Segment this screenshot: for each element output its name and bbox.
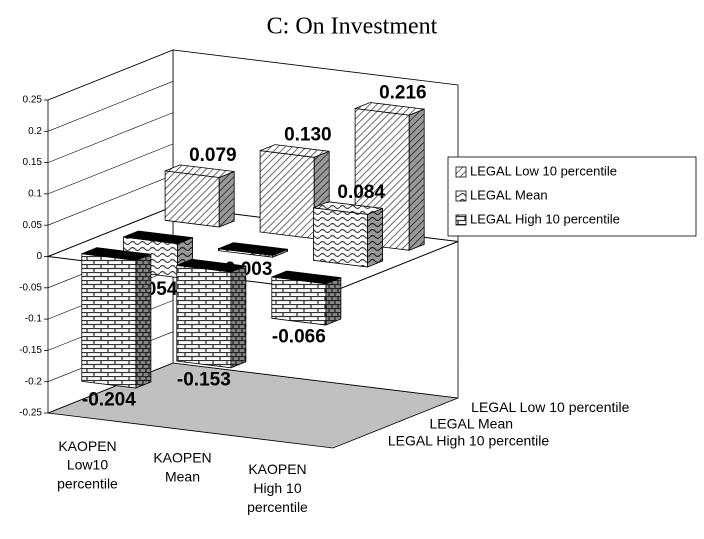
y-tick-label: 0.05 — [23, 220, 43, 231]
grid-line — [47, 174, 174, 226]
legend-swatch — [455, 166, 467, 178]
bar-side — [218, 170, 235, 228]
bar-top — [259, 144, 330, 158]
bar-side — [408, 108, 425, 251]
bar-top — [271, 270, 342, 285]
bar-front — [271, 276, 327, 326]
value-label: 0.079 — [189, 145, 237, 166]
value-label: -0.153 — [177, 369, 231, 390]
bar-top — [354, 102, 425, 116]
depth-label: LEGAL High 10 percentile — [388, 432, 550, 448]
depth-label: LEGAL Mean — [430, 416, 514, 432]
value-label: 0.130 — [284, 125, 332, 146]
bar-front — [164, 170, 220, 228]
y-tick-label: 0.1 — [28, 189, 42, 200]
y-tick-label: 0 — [36, 251, 42, 262]
value-label: -0.066 — [272, 327, 326, 348]
bar-front — [81, 253, 137, 389]
chart-title: C: On Investment — [267, 14, 438, 40]
y-tick-label: -0.05 — [19, 282, 42, 293]
legend-box — [447, 156, 697, 237]
grid-line — [47, 112, 174, 163]
x-tick-label: KAOPEN Mean — [153, 449, 211, 484]
bar-front — [312, 207, 369, 268]
bar-side — [367, 207, 384, 268]
value-label: -0.204 — [82, 390, 136, 411]
bar-top — [81, 247, 152, 261]
bar-top — [164, 164, 235, 178]
y-tick-label: 0.2 — [28, 126, 42, 137]
bar-front — [259, 150, 315, 240]
y-tick-label: -0.25 — [19, 408, 42, 419]
value-label: 0.216 — [379, 82, 427, 103]
value-label: 0.084 — [337, 182, 385, 203]
grid-line — [47, 49, 174, 101]
legend-swatch — [455, 190, 467, 202]
bar-side — [135, 253, 152, 389]
bar-top — [313, 201, 383, 215]
bar-top — [218, 242, 288, 256]
y-tick-label: -0.2 — [25, 376, 43, 387]
bar-side — [230, 265, 247, 369]
grid-line — [47, 81, 174, 132]
depth-label: LEGAL Low 10 percentile — [471, 399, 629, 415]
y-tick-label: 0.15 — [23, 157, 43, 168]
y-tick-label: -0.15 — [19, 345, 42, 356]
bar-top — [176, 258, 247, 273]
grid-line — [47, 362, 174, 414]
legend-swatch — [455, 214, 467, 226]
y-tick-label: 0.25 — [23, 95, 43, 106]
legend-label: LEGAL Mean — [470, 187, 548, 202]
legend-label: LEGAL Low 10 percentile — [470, 163, 617, 178]
bar-side — [325, 277, 342, 326]
bar-top — [123, 230, 193, 245]
y-tick-label: -0.1 — [25, 314, 43, 325]
grid-line — [47, 143, 174, 195]
x-tick-label: KAOPEN High 10 percentile — [247, 461, 308, 515]
x-tick-label: KAOPEN Low10 percentile — [57, 438, 118, 492]
legend-label: LEGAL High 10 percentile — [470, 211, 620, 226]
bar-front — [176, 264, 232, 369]
